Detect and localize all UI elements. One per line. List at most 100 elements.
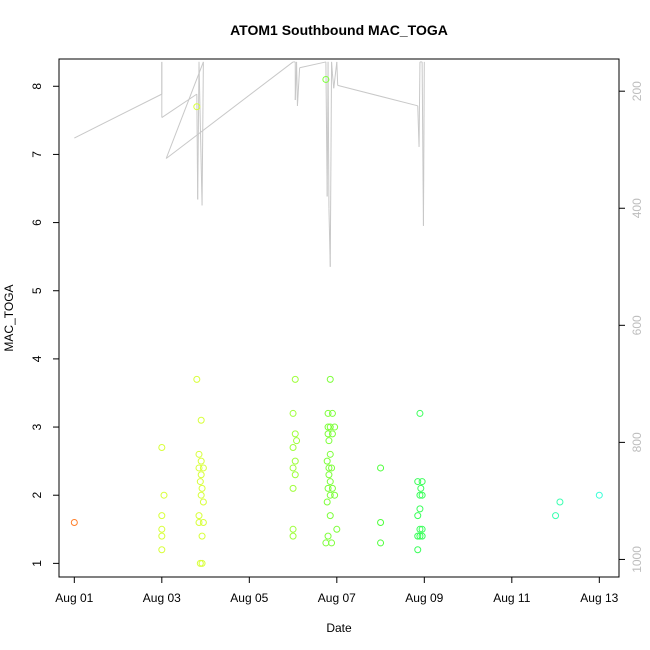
secondary-y-axis: 200 400 600 800 1000: [619, 81, 644, 573]
y2-tick-label: 400: [630, 198, 644, 218]
x-tick-label: Aug 03: [143, 591, 181, 605]
data-point: [324, 532, 332, 540]
data-point: [324, 409, 332, 417]
data-point: [160, 491, 168, 499]
data-point: [414, 546, 422, 554]
data-point: [328, 430, 336, 438]
secondary-line-segment: [329, 61, 333, 267]
secondary-line-segment: [165, 61, 294, 159]
y-tick-label: 1: [30, 560, 44, 567]
secondary-line-segment: [201, 61, 204, 206]
data-point: [199, 518, 207, 526]
data-point: [328, 409, 336, 417]
data-point: [289, 525, 297, 533]
secondary-line-segment: [296, 67, 301, 106]
data-point: [556, 498, 564, 506]
data-point: [322, 75, 330, 83]
data-point: [418, 491, 426, 499]
y2-tick-label: 200: [630, 81, 644, 101]
data-point: [377, 464, 385, 472]
data-point: [414, 532, 422, 540]
data-point: [326, 423, 334, 431]
data-point: [195, 512, 203, 520]
y-tick-label: 5: [30, 287, 44, 294]
data-point: [199, 464, 207, 472]
data-point: [325, 471, 333, 479]
data-point: [322, 539, 330, 547]
data-point: [324, 430, 332, 438]
secondary-line-segment: [337, 84, 418, 107]
data-point: [328, 484, 336, 492]
secondary-line-segment: [296, 61, 298, 106]
data-point: [414, 478, 422, 486]
data-point: [197, 491, 205, 499]
y-tick-label: 4: [30, 355, 44, 362]
data-point: [289, 484, 297, 492]
data-point: [552, 512, 560, 520]
data-point: [328, 464, 336, 472]
data-point: [291, 457, 299, 465]
data-point: [195, 450, 203, 458]
data-point: [324, 484, 332, 492]
y-tick-label: 2: [30, 492, 44, 499]
secondary-line-segment: [418, 61, 421, 147]
data-point: [197, 471, 205, 479]
data-point: [289, 444, 297, 451]
data-point: [324, 423, 332, 431]
data-point: [377, 539, 385, 547]
x-tick-label: Aug 05: [230, 591, 268, 605]
data-point: [289, 464, 297, 472]
data-point: [326, 491, 334, 499]
x-tick-label: Aug 07: [318, 591, 356, 605]
points-layer: [70, 75, 603, 567]
data-point: [158, 532, 166, 540]
data-point: [197, 457, 205, 465]
data-point: [416, 532, 424, 540]
data-point: [418, 532, 426, 540]
data-point: [196, 478, 204, 486]
data-point: [331, 423, 339, 431]
data-point: [291, 430, 299, 438]
y-tick-label: 3: [30, 423, 44, 430]
data-point: [158, 525, 166, 533]
secondary-line-segment: [161, 93, 198, 118]
data-point: [198, 559, 206, 567]
data-point: [195, 464, 203, 472]
data-point: [326, 512, 334, 520]
x-tick-label: Aug 01: [55, 591, 93, 605]
data-point: [333, 525, 341, 533]
data-point: [416, 505, 424, 513]
data-point: [199, 498, 207, 506]
secondary-line-segment: [197, 61, 200, 200]
data-point: [414, 512, 422, 520]
secondary-line-segment: [336, 61, 339, 86]
chart-title: ATOM1 Southbound MAC_TOGA: [230, 22, 448, 38]
data-point: [377, 518, 385, 526]
data-point: [193, 375, 201, 383]
data-point: [331, 491, 339, 499]
secondary-line-segment: [299, 61, 326, 69]
data-point: [416, 409, 424, 417]
data-point: [595, 491, 603, 499]
secondary-line-segment: [74, 93, 163, 139]
y2-tick-label: 800: [630, 432, 644, 452]
secondary-line-segment: [422, 61, 425, 226]
data-point: [289, 532, 297, 540]
secondary-line-segment: [165, 61, 204, 159]
data-point: [195, 518, 203, 526]
x-tick-label: Aug 11: [493, 591, 530, 605]
data-point: [291, 375, 299, 383]
data-point: [328, 539, 336, 547]
data-point: [417, 484, 425, 492]
data-point: [418, 525, 426, 533]
x-tick-label: Aug 09: [405, 591, 443, 605]
data-point: [70, 518, 78, 526]
x-tick-label: Aug 13: [580, 591, 618, 605]
data-point: [158, 444, 166, 451]
y2-tick-label: 1000: [630, 546, 644, 573]
secondary-line-segment: [327, 61, 330, 209]
secondary-line-segment: [331, 61, 333, 74]
data-point: [416, 525, 424, 533]
y-tick-label: 7: [30, 151, 44, 158]
data-point: [158, 546, 166, 554]
